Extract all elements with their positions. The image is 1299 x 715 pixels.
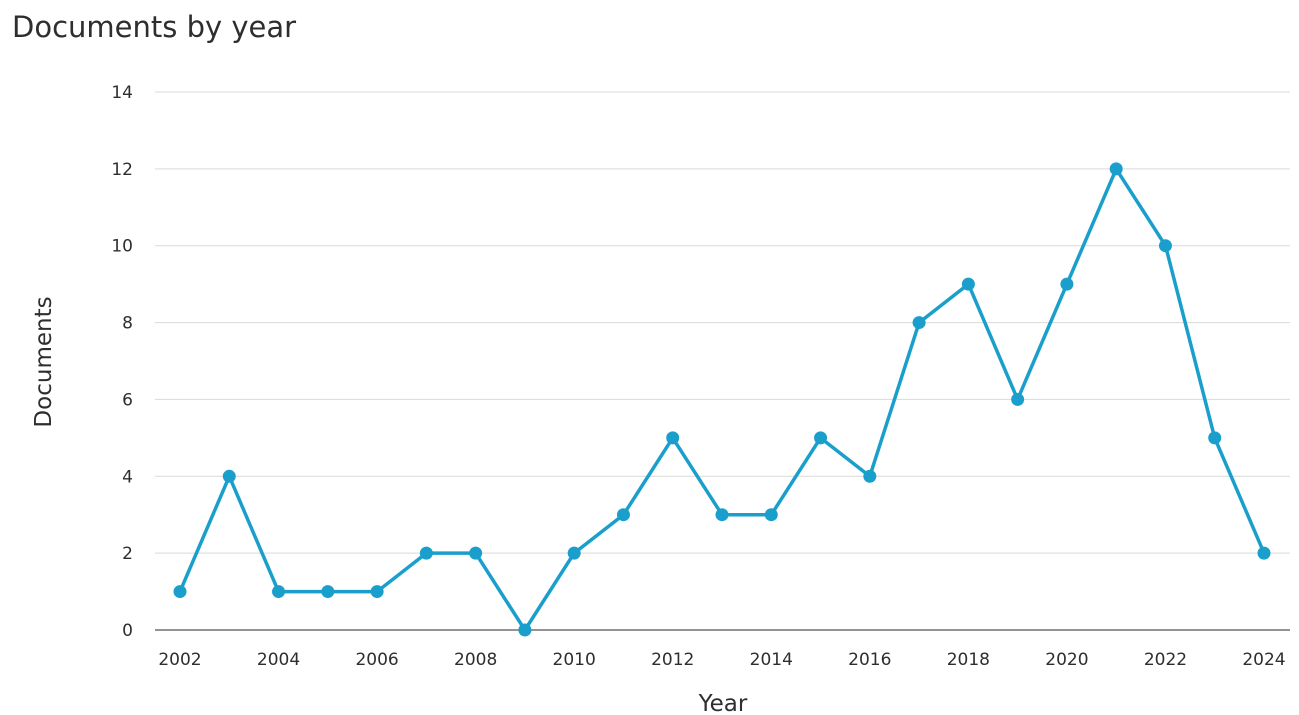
- data-point[interactable]: [321, 585, 335, 599]
- x-tick-label: 2004: [257, 650, 300, 670]
- y-tick-label: 8: [122, 314, 133, 334]
- data-point[interactable]: [518, 623, 532, 637]
- y-tick-label: 14: [111, 83, 133, 103]
- x-tick-label: 2018: [947, 650, 990, 670]
- data-point[interactable]: [666, 431, 680, 445]
- data-point[interactable]: [912, 316, 926, 330]
- y-axis-title: Documents: [31, 296, 57, 427]
- x-tick-label: 2008: [454, 650, 497, 670]
- data-point[interactable]: [715, 508, 729, 522]
- chart-title: Documents by year: [12, 10, 297, 44]
- x-tick-label: 2016: [848, 650, 891, 670]
- data-points: [173, 162, 1271, 637]
- x-axis-title: Year: [698, 691, 748, 715]
- x-tick-label: 2002: [158, 650, 201, 670]
- data-point[interactable]: [272, 585, 286, 599]
- data-point[interactable]: [764, 508, 778, 522]
- data-point[interactable]: [616, 508, 630, 522]
- x-tick-label: 2012: [651, 650, 694, 670]
- data-point[interactable]: [814, 431, 828, 445]
- data-point[interactable]: [1011, 392, 1025, 406]
- y-tick-label: 4: [122, 467, 133, 487]
- data-point[interactable]: [863, 469, 877, 483]
- data-point[interactable]: [1208, 431, 1222, 445]
- data-point[interactable]: [419, 546, 433, 560]
- x-tick-label: 2020: [1045, 650, 1088, 670]
- x-tick-label: 2024: [1242, 650, 1285, 670]
- y-tick-label: 6: [122, 390, 133, 410]
- data-point[interactable]: [1257, 546, 1271, 560]
- data-point[interactable]: [173, 585, 187, 599]
- data-point[interactable]: [1109, 162, 1123, 176]
- y-tick-label: 12: [111, 160, 133, 180]
- x-tick-label: 2010: [553, 650, 596, 670]
- x-tick-label: 2014: [750, 650, 793, 670]
- y-tick-label: 0: [122, 621, 133, 641]
- data-point[interactable]: [370, 585, 384, 599]
- x-tick-label: 2022: [1144, 650, 1187, 670]
- data-point[interactable]: [469, 546, 483, 560]
- y-tick-label: 10: [111, 237, 133, 257]
- y-axis-ticks: 0 2 4 6 8 10 12 14: [111, 83, 133, 641]
- data-point[interactable]: [1060, 277, 1074, 291]
- x-tick-label: 2006: [355, 650, 398, 670]
- data-point[interactable]: [961, 277, 975, 291]
- data-point[interactable]: [222, 469, 236, 483]
- y-tick-label: 2: [122, 544, 133, 564]
- gridlines: [155, 91, 1290, 554]
- x-axis-ticks: 2002 2004 2006 2008 2010 2012 2014 2016 2018 2020…: [158, 650, 1285, 670]
- data-point[interactable]: [567, 546, 581, 560]
- data-point[interactable]: [1158, 239, 1172, 253]
